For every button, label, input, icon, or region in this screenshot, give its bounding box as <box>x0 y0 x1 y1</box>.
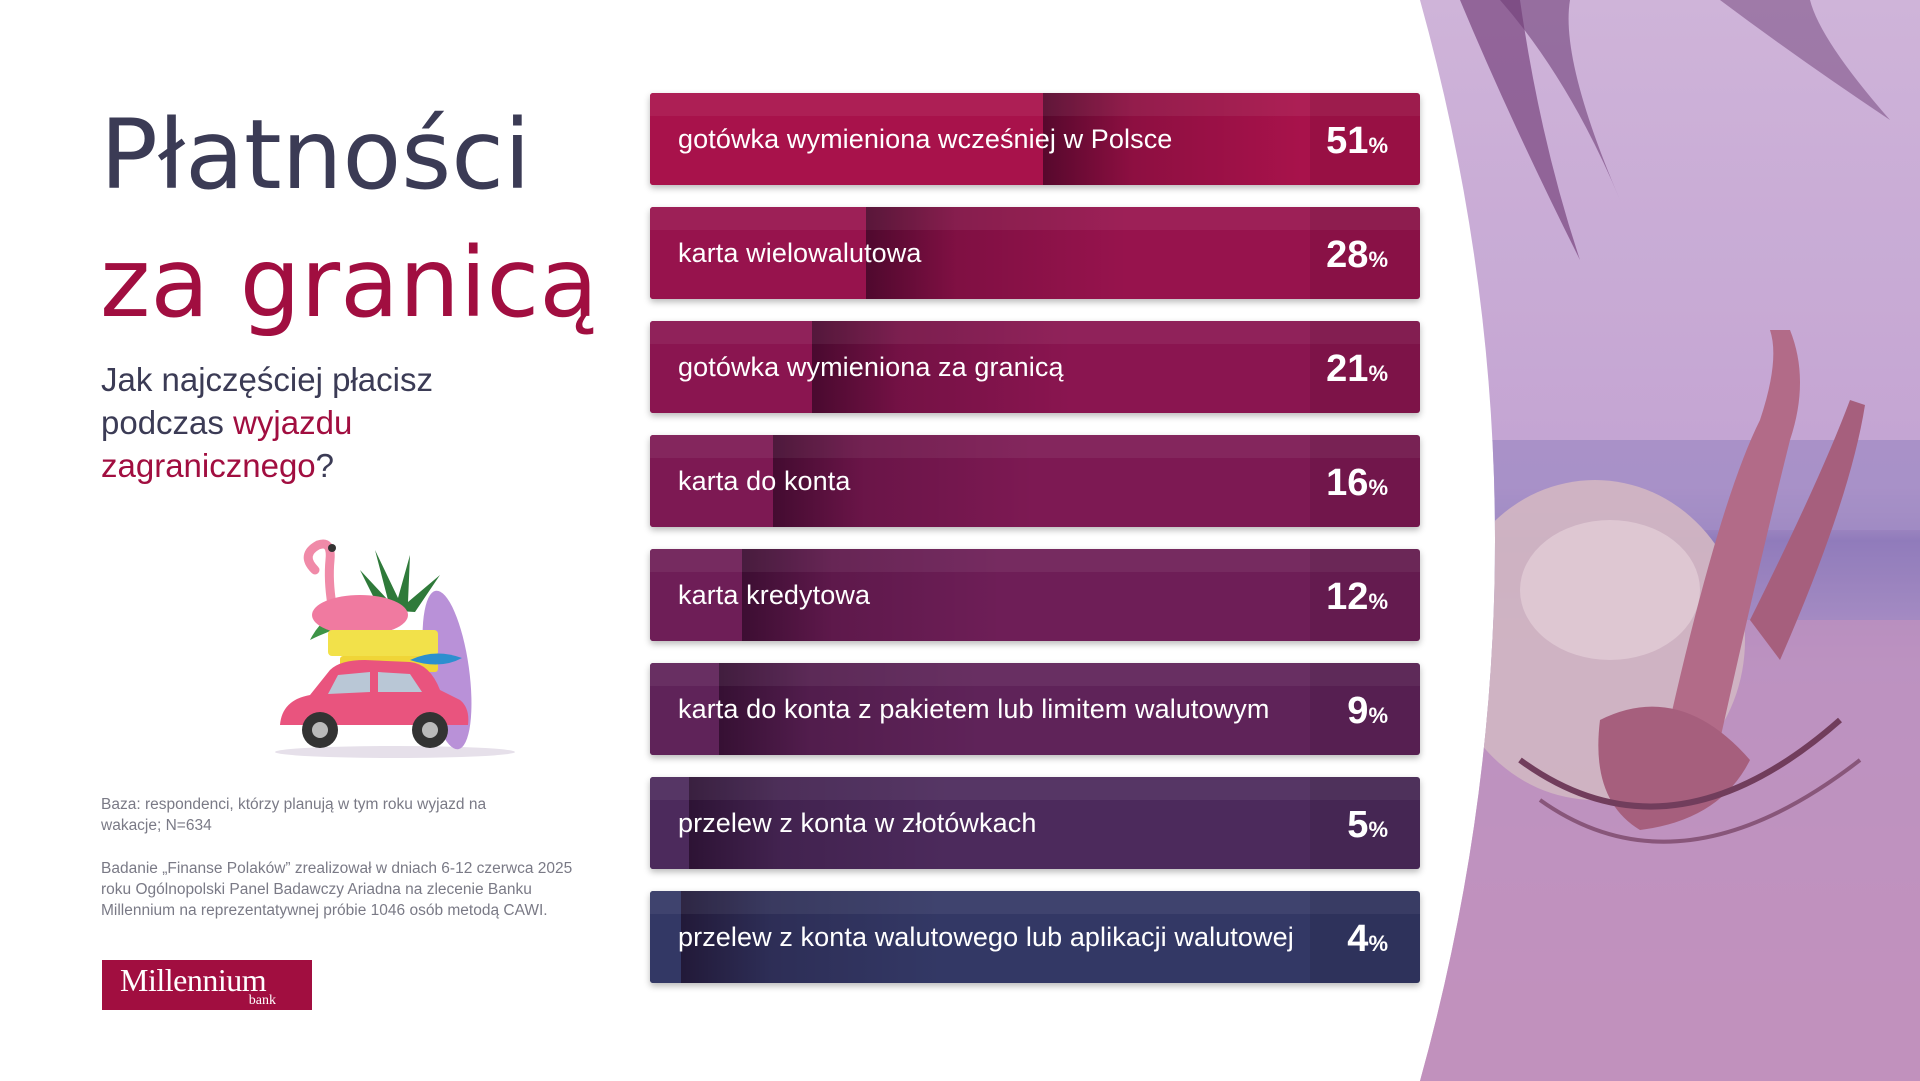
bar-value-percent: % <box>1368 133 1388 158</box>
page-title-line2: za granicą <box>100 227 599 339</box>
bar-value-percent: % <box>1368 703 1388 728</box>
bar-row: karta kredytowa 12% <box>650 549 1420 641</box>
bar-value-number: 16 <box>1326 462 1369 504</box>
bar-sheen <box>650 321 1420 344</box>
bar-value-label: 12% <box>1326 549 1388 641</box>
bar-remainder <box>866 207 1420 299</box>
bar-label: gotówka wymieniona wcześniej w Polsce <box>678 124 1173 154</box>
bar-remainder <box>742 549 1420 641</box>
bar-label: karta kredytowa <box>678 580 871 610</box>
bar-remainder <box>1043 93 1420 185</box>
logo-sub: bank <box>248 993 276 1008</box>
bar-sheen <box>650 549 1420 572</box>
bar-value-number: 51 <box>1326 120 1369 162</box>
study-info-note: Badanie „Finanse Polaków” zrealizował w … <box>101 860 573 919</box>
logo-name: Millennium <box>120 962 267 998</box>
bar-row: karta do konta z pakietem lub limitem wa… <box>650 663 1420 755</box>
bar-value-box <box>1310 93 1420 185</box>
bar-fill <box>650 663 719 755</box>
bar-fill <box>650 891 681 983</box>
bar-row: gotówka wymieniona za granicą 21% <box>650 321 1420 413</box>
bar-value-box <box>1310 207 1420 299</box>
bar-label: karta wielowalutowa <box>678 238 922 268</box>
bar-value-label: 28% <box>1326 207 1388 299</box>
page-title-line1: Płatności <box>100 99 531 211</box>
bar-value-box <box>1310 891 1420 983</box>
bar-value-label: 16% <box>1326 435 1388 527</box>
bar-value-number: 12 <box>1326 576 1369 618</box>
car-luggage-illustration <box>275 539 515 758</box>
bar-fill <box>650 207 866 299</box>
bar-label: gotówka wymieniona za granicą <box>678 352 1064 382</box>
bar-value-box <box>1310 549 1420 641</box>
bar-row: przelew z konta w złotówkach 5% <box>650 777 1420 869</box>
sample-base-note: Baza: respondenci, którzy planują w tym … <box>101 796 487 834</box>
bar-sheen <box>650 435 1420 458</box>
bar-fill <box>650 549 742 641</box>
bar-label: karta do konta z pakietem lub limitem wa… <box>678 694 1270 724</box>
bar-value-label: 5% <box>1347 777 1388 869</box>
payment-methods-bar-chart: gotówka wymieniona wcześniej w Polsce 51%… <box>650 93 1420 993</box>
bar-fill <box>650 435 773 527</box>
bar-value-label: 51% <box>1326 93 1388 185</box>
bar-value-number: 21 <box>1326 348 1369 390</box>
bar-row: karta wielowalutowa 28% <box>650 207 1420 299</box>
survey-question: Jak najczęściej płacisz podczas wyjazdu … <box>101 358 541 487</box>
bar-fill <box>650 321 812 413</box>
bar-row: gotówka wymieniona wcześniej w Polsce 51% <box>650 93 1420 185</box>
bar-row: karta do konta 16% <box>650 435 1420 527</box>
bar-remainder <box>812 321 1420 413</box>
bar-sheen <box>650 93 1420 116</box>
beach-hammock-photo <box>1420 0 1920 1081</box>
bar-value-box <box>1310 663 1420 755</box>
bar-remainder <box>689 777 1420 869</box>
bar-sheen <box>650 207 1420 230</box>
bar-fill <box>650 777 689 869</box>
bar-remainder <box>773 435 1420 527</box>
bar-sheen <box>650 777 1420 800</box>
bar-label: karta do konta <box>678 466 851 496</box>
bar-value-box <box>1310 321 1420 413</box>
bar-remainder <box>719 663 1420 755</box>
bar-sheen <box>650 891 1420 914</box>
bar-value-percent: % <box>1368 361 1388 386</box>
bar-row: przelew z konta walutowego lub aplikacji… <box>650 891 1420 983</box>
bar-value-percent: % <box>1368 589 1388 614</box>
bar-value-label: 4% <box>1347 891 1388 983</box>
question-highlight: wyjazdu zagranicznego <box>101 404 353 484</box>
bar-remainder <box>681 891 1420 983</box>
bar-value-number: 5 <box>1347 804 1369 846</box>
bar-value-percent: % <box>1368 817 1388 842</box>
bar-label: przelew z konta walutowego lub aplikacji… <box>678 922 1294 952</box>
bar-value-number: 4 <box>1347 918 1369 960</box>
bar-value-label: 21% <box>1326 321 1388 413</box>
bar-value-percent: % <box>1368 931 1388 956</box>
bar-value-number: 9 <box>1347 690 1369 732</box>
bar-value-percent: % <box>1368 247 1388 272</box>
bar-value-box <box>1310 777 1420 869</box>
bar-value-label: 9% <box>1347 663 1388 755</box>
bar-value-box <box>1310 435 1420 527</box>
bar-sheen <box>650 663 1420 686</box>
millennium-bank-logo: Millennium bank <box>102 960 312 1010</box>
question-text: Jak najczęściej płacisz podczas <box>101 361 433 441</box>
bar-value-number: 28 <box>1326 234 1369 276</box>
bar-label: przelew z konta w złotówkach <box>678 808 1037 838</box>
bar-fill <box>650 93 1043 185</box>
question-end: ? <box>315 447 335 484</box>
bar-value-percent: % <box>1368 475 1388 500</box>
